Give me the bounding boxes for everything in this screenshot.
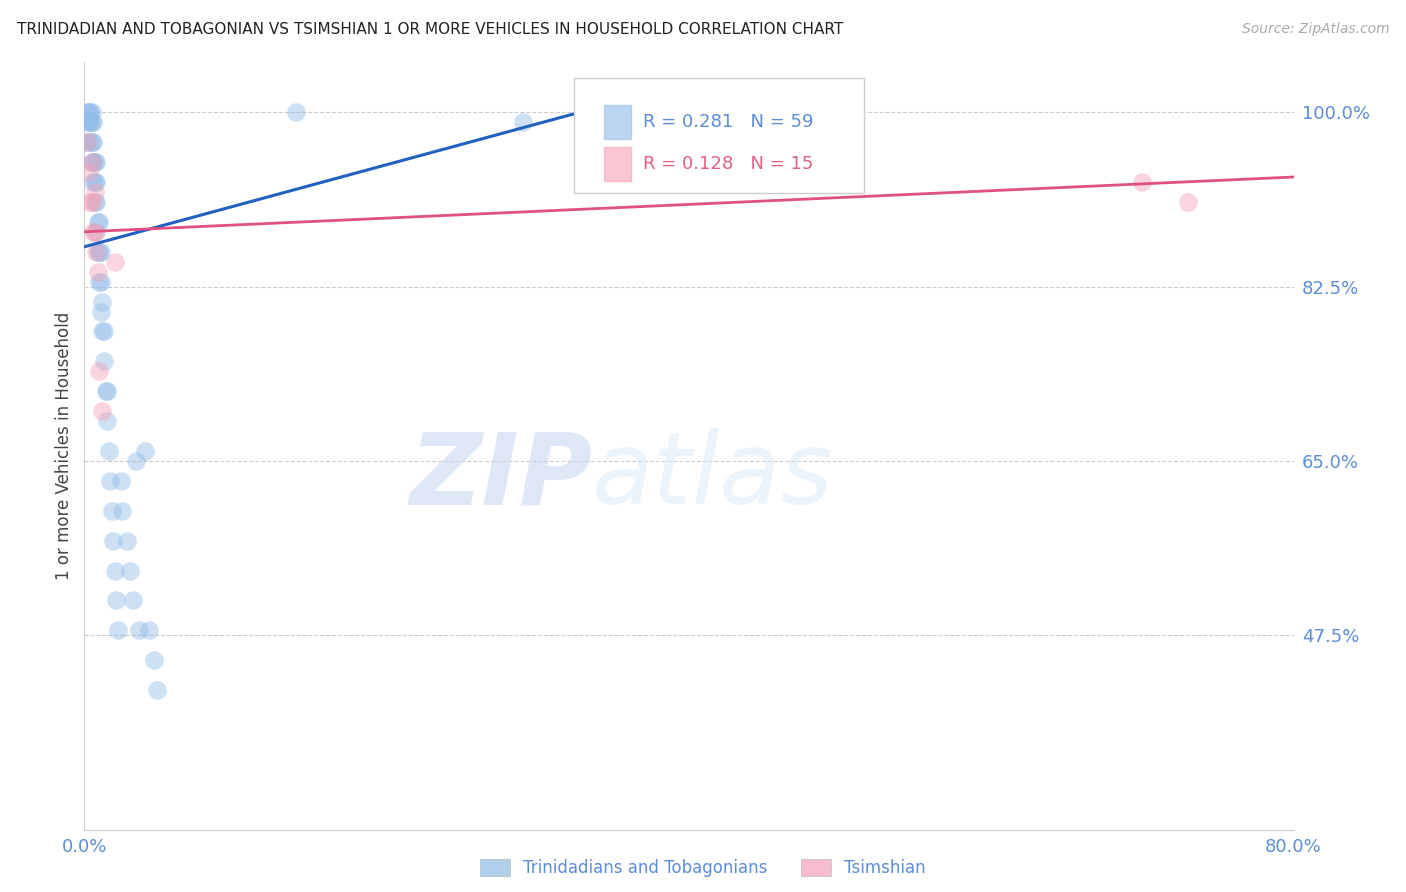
Point [142, 653, 165, 667]
Point [80, 194, 103, 209]
Point [285, 105, 308, 120]
Point [146, 683, 169, 698]
Point [107, 624, 129, 638]
Point [1177, 194, 1199, 209]
Point [80, 105, 103, 120]
Point [96, 384, 118, 399]
Point [104, 564, 127, 578]
Point [82, 135, 104, 149]
FancyBboxPatch shape [574, 78, 865, 193]
Y-axis label: 1 or more Vehicles in Household: 1 or more Vehicles in Household [55, 312, 73, 580]
FancyBboxPatch shape [605, 104, 631, 139]
Point [79, 194, 101, 209]
Point [87, 244, 110, 259]
Point [80, 135, 103, 149]
Point [128, 624, 150, 638]
Point [79, 115, 101, 129]
Point [82, 115, 104, 129]
Point [588, 105, 610, 120]
Point [89, 215, 111, 229]
Point [93, 354, 115, 368]
Text: atlas: atlas [592, 428, 834, 525]
Point [115, 533, 138, 548]
Text: TRINIDADIAN AND TOBAGONIAN VS TSIMSHIAN 1 OR MORE VEHICLES IN HOUSEHOLD CORRELAT: TRINIDADIAN AND TOBAGONIAN VS TSIMSHIAN … [17, 22, 844, 37]
Point [82, 175, 104, 189]
Point [100, 504, 122, 518]
Point [91, 325, 114, 339]
Point [90, 304, 112, 318]
Point [76, 105, 98, 120]
Point [86, 155, 108, 169]
Point [77, 165, 100, 179]
Text: R = 0.281   N = 59: R = 0.281 N = 59 [643, 113, 814, 131]
Point [79, 135, 101, 149]
Point [76, 135, 98, 149]
Point [84, 175, 107, 189]
Point [134, 444, 156, 458]
Point [110, 474, 132, 488]
Point [125, 454, 148, 468]
Point [93, 325, 115, 339]
Point [104, 254, 127, 268]
Point [84, 155, 107, 169]
Text: R = 0.128   N = 15: R = 0.128 N = 15 [643, 155, 813, 173]
Point [86, 194, 108, 209]
Point [80, 115, 103, 129]
Point [82, 225, 104, 239]
Point [121, 593, 143, 607]
Point [89, 364, 111, 378]
Point [512, 115, 534, 129]
Point [86, 175, 108, 189]
Point [82, 155, 104, 169]
Point [89, 244, 111, 259]
Point [118, 564, 141, 578]
Point [87, 265, 110, 279]
Legend: Trinidadians and Tobagonians, Tsimshian: Trinidadians and Tobagonians, Tsimshian [474, 852, 932, 884]
Point [79, 105, 101, 120]
Point [84, 225, 107, 239]
Point [86, 225, 108, 239]
Point [1130, 175, 1153, 189]
Point [98, 474, 121, 488]
Point [105, 593, 128, 607]
Point [84, 185, 107, 199]
Point [80, 155, 103, 169]
Point [138, 624, 160, 638]
Text: ZIP: ZIP [409, 428, 592, 525]
Point [96, 414, 118, 428]
Point [80, 155, 103, 169]
Point [97, 444, 120, 458]
Point [90, 244, 112, 259]
Point [84, 194, 107, 209]
Point [94, 384, 117, 399]
Text: Source: ZipAtlas.com: Source: ZipAtlas.com [1241, 22, 1389, 37]
Point [87, 215, 110, 229]
Point [101, 533, 124, 548]
FancyBboxPatch shape [605, 147, 631, 181]
Point [90, 275, 112, 289]
Point [86, 244, 108, 259]
Point [75, 135, 97, 149]
Point [77, 105, 100, 120]
Point [76, 115, 98, 129]
Point [89, 275, 111, 289]
Point [91, 404, 114, 418]
Point [111, 504, 134, 518]
Point [77, 115, 100, 129]
Point [91, 294, 114, 309]
